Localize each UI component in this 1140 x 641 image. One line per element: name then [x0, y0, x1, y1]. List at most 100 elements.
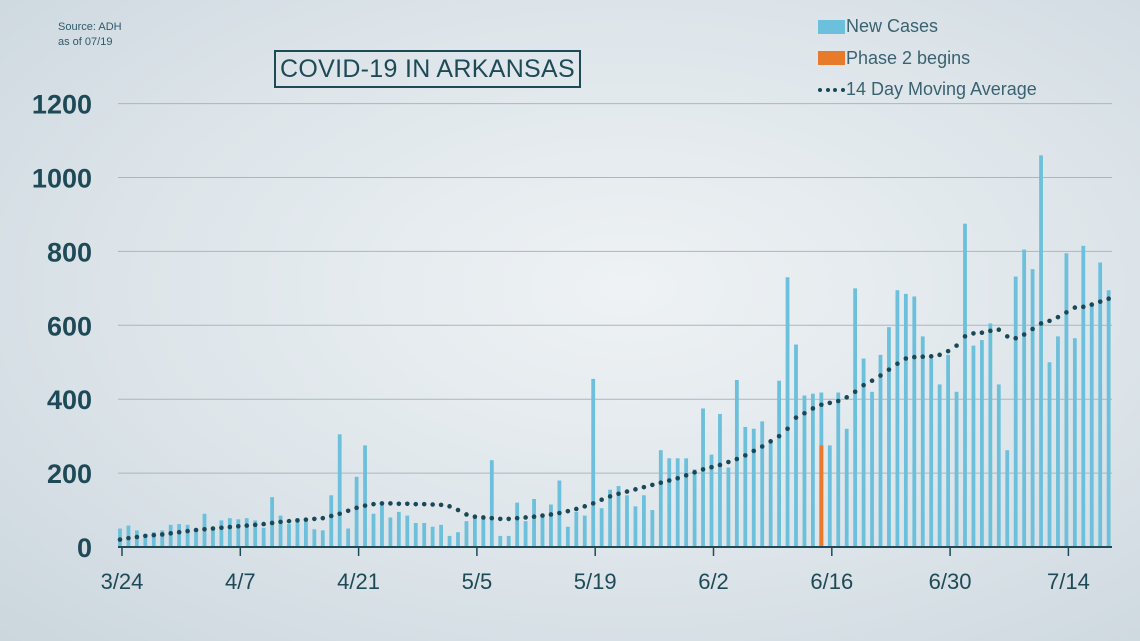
chart-title: COVID-19 IN ARKANSAS: [274, 50, 581, 88]
moving-average-point: [210, 526, 216, 531]
new-cases-bar: [836, 392, 841, 547]
moving-average-point: [700, 467, 706, 472]
new-cases-bar: [337, 434, 342, 547]
moving-average-point: [328, 513, 334, 519]
moving-average-point: [219, 525, 224, 531]
legend-label-phase2: Phase 2 begins: [846, 47, 971, 68]
moving-average-point: [776, 433, 782, 439]
moving-average-point: [489, 515, 495, 521]
new-cases-bar: [481, 517, 486, 547]
moving-average-point: [396, 501, 402, 507]
new-cases-bar: [642, 495, 646, 547]
moving-average-point: [227, 524, 233, 530]
moving-average-point: [506, 516, 512, 522]
y-tick-label: 600: [47, 311, 92, 341]
moving-average-point: [447, 504, 452, 509]
new-cases-bar: [177, 524, 182, 547]
moving-average-point: [1097, 299, 1103, 304]
moving-average-point: [835, 398, 841, 404]
new-cases-bar: [185, 524, 190, 547]
new-cases-bar: [329, 495, 334, 547]
new-cases-bar: [988, 323, 993, 547]
new-cases-bar: [912, 296, 917, 547]
moving-average-point: [464, 512, 469, 517]
source-line: Source: ADH: [58, 21, 122, 33]
moving-average-point: [582, 504, 588, 509]
new-cases-bar: [599, 508, 604, 547]
moving-average-point: [861, 382, 866, 388]
new-cases-bar: [346, 528, 351, 547]
new-cases-bar: [1064, 253, 1069, 547]
moving-average-point: [675, 475, 680, 481]
moving-average-point: [878, 373, 883, 378]
phase2-swatch: [818, 51, 845, 66]
new-cases-bar: [244, 518, 249, 547]
moving-average-point: [278, 519, 283, 525]
moving-average-point: [345, 508, 351, 514]
new-cases-bar: [608, 489, 612, 547]
moving-average-point: [1072, 305, 1078, 310]
phase2-bar-group: [819, 445, 824, 547]
new-cases-bar: [751, 428, 756, 547]
legend-label-new-cases: New Cases: [846, 16, 939, 37]
moving-average-point: [1081, 304, 1086, 310]
new-cases-bar: [895, 290, 900, 547]
new-cases-bar: [439, 524, 443, 547]
new-cases-bar: [261, 527, 266, 547]
moving-average-point: [540, 513, 545, 518]
new-cases-bar: [549, 504, 553, 547]
new-cases-bar: [709, 454, 714, 547]
moving-average-point: [979, 330, 985, 335]
legend-item-moving-average: 14 Day Moving Average: [818, 74, 1037, 106]
moving-average-point: [371, 501, 376, 507]
new-cases-bar: [633, 506, 638, 547]
new-cases-bar: [768, 442, 773, 547]
new-cases-bar: [625, 495, 629, 547]
moving-average-point: [886, 367, 892, 372]
gridlines: [118, 103, 1112, 548]
new-cases-bar: [658, 450, 663, 547]
moving-average-point: [117, 537, 123, 542]
new-cases-bar: [430, 526, 435, 547]
moving-average-point: [151, 532, 157, 538]
moving-average-point: [286, 518, 292, 524]
moving-average-point: [869, 378, 875, 384]
x-axis: 3/24 4/7 4/21 5/5 5/19 6/2 6/16 6/30 7/14: [101, 546, 1112, 594]
moving-average-point: [903, 356, 909, 361]
y-tick-label: 200: [47, 459, 92, 489]
moving-average-point: [1038, 321, 1044, 326]
moving-average-point: [590, 501, 596, 506]
new-cases-bar: [853, 288, 858, 547]
moving-average-point: [185, 528, 190, 534]
x-tick-label: 6/30: [929, 569, 972, 594]
new-cases-bar: [870, 391, 874, 547]
new-cases-bar: [515, 502, 520, 547]
moving-average-point: [303, 517, 309, 522]
new-cases-bar: [143, 535, 148, 547]
moving-average-point: [962, 334, 968, 339]
new-cases-bar: [565, 526, 570, 547]
moving-average-point: [912, 354, 917, 360]
new-cases-bar: [413, 522, 418, 547]
moving-average-point: [607, 494, 613, 499]
moving-average-point: [751, 448, 757, 454]
new-cases-bar: [971, 345, 976, 547]
new-cases-bar: [151, 532, 156, 547]
legend-label-moving-average: 14 Day Moving Average: [846, 79, 1037, 100]
moving-average-point: [709, 464, 714, 470]
new-cases-bars: [118, 155, 1111, 548]
moving-average-point: [134, 534, 140, 540]
new-cases-bar: [320, 530, 325, 547]
new-cases-bar: [1072, 338, 1077, 547]
moving-average-point: [743, 453, 748, 458]
moving-average-point: [1030, 326, 1035, 332]
new-cases-bar: [878, 354, 883, 547]
new-cases-bar: [802, 395, 807, 547]
new-cases-bar: [1056, 336, 1060, 547]
new-cases-bar: [211, 526, 215, 547]
moving-average-point: [421, 501, 427, 507]
new-cases-bar: [236, 519, 241, 547]
moving-average-point: [1021, 332, 1027, 337]
new-cases-bar: [304, 521, 308, 547]
